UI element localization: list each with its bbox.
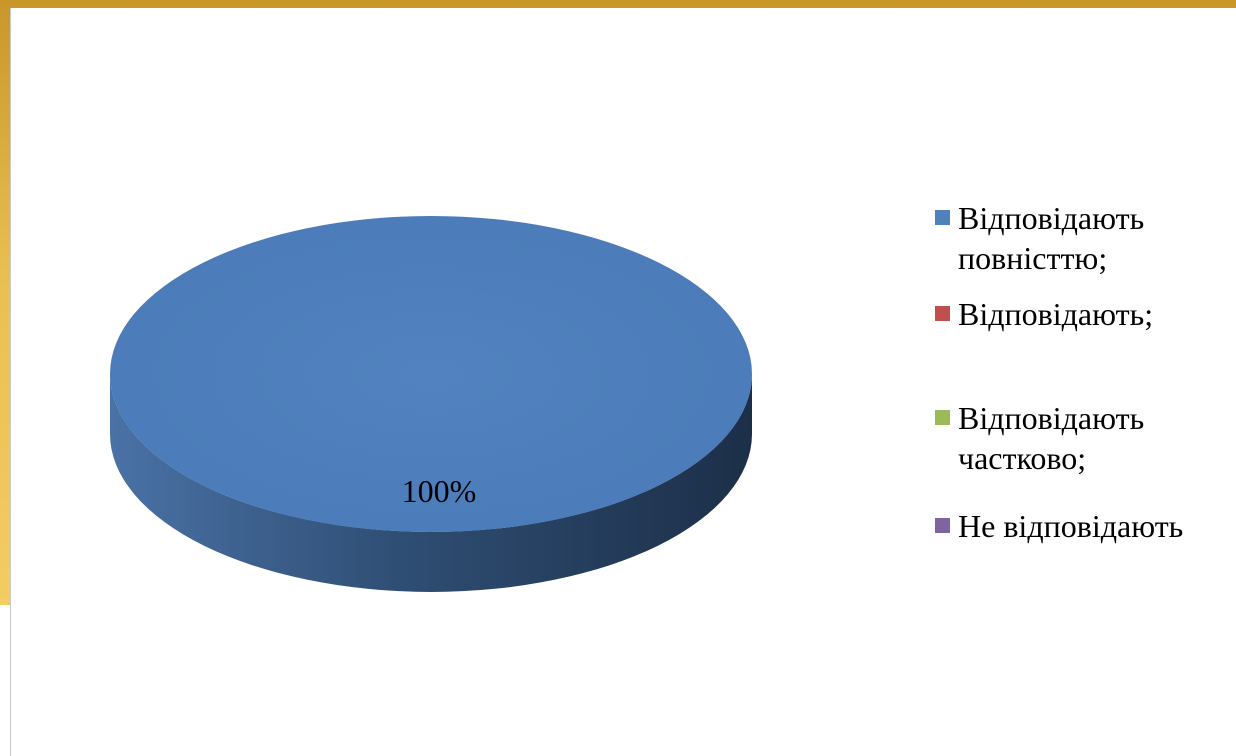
pie-slice-side [110,374,752,592]
legend-swatch-full [935,210,950,225]
legend-swatch-yes [935,306,950,321]
legend-label-yes: Відповідають; [958,296,1154,332]
legend-label-partial: Відповідають частково; [958,400,1145,476]
chart-area: 100% Відповідають повністтю; Відповідают… [10,8,1236,756]
pie-chart: 100% [110,216,752,592]
legend-label-full: Відповідають повністтю; [958,200,1145,276]
legend-item-partial: Відповідають частково; [935,398,1236,478]
legend-swatch-partial [935,410,950,425]
legend-item-full: Відповідають повністтю; [935,198,1236,278]
pie-slice-0 [110,216,752,532]
legend-item-yes: Відповідають; [935,294,1236,334]
legend-label-no: Не відповідають [958,508,1184,544]
legend-item-no: Не відповідають [935,506,1236,546]
pie-data-label: 100% [402,473,477,509]
legend-swatch-no [935,518,950,533]
